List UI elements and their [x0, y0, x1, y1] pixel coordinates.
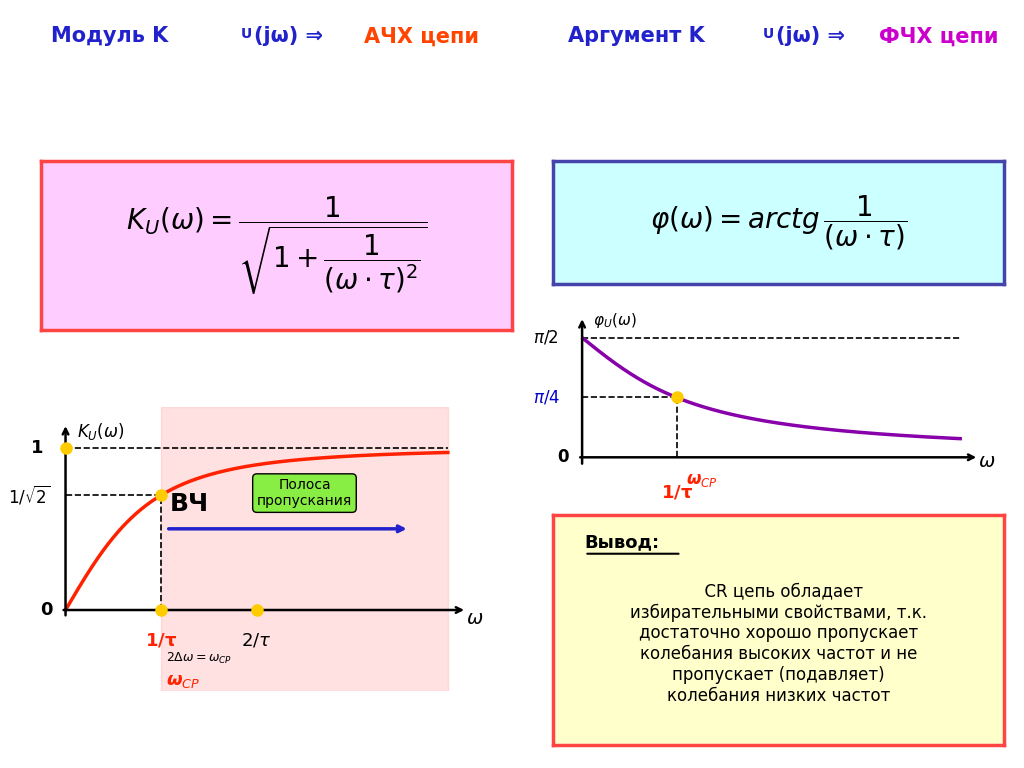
- Text: $K_U(\omega)$: $K_U(\omega)$: [77, 421, 124, 442]
- Text: (jω) ⇒: (jω) ⇒: [776, 26, 852, 46]
- Text: $\omega$: $\omega$: [466, 608, 483, 627]
- Text: Аргумент K: Аргумент K: [568, 26, 706, 46]
- Text: $\pi/4$: $\pi/4$: [532, 389, 560, 406]
- Text: (jω) ⇒: (jω) ⇒: [254, 26, 330, 46]
- Text: $\mathbf{1/\tau}$: $\mathbf{1/\tau}$: [145, 631, 177, 649]
- Text: $\mathbf{1/\tau}$: $\mathbf{1/\tau}$: [660, 484, 692, 502]
- Text: CR цепь обладает
избирательными свойствами, т.к.
достаточно хорошо пропускает
ко: CR цепь обладает избирательными свойства…: [630, 582, 927, 705]
- Text: 1: 1: [31, 439, 43, 457]
- Text: $K_U(\omega) = \dfrac{1}{\sqrt{1 + \dfrac{1}{(\omega \cdot \tau)^2}}}$: $K_U(\omega) = \dfrac{1}{\sqrt{1 + \dfra…: [126, 194, 427, 297]
- Text: 0: 0: [557, 449, 569, 466]
- Text: ФЧХ цепи: ФЧХ цепи: [879, 26, 998, 46]
- Text: $2/\tau$: $2/\tau$: [242, 631, 272, 649]
- Bar: [161, 407, 447, 691]
- Text: $\boldsymbol{\omega}_{CP}$: $\boldsymbol{\omega}_{CP}$: [686, 471, 718, 489]
- Text: Полоса
пропускания: Полоса пропускания: [257, 478, 352, 508]
- Text: U: U: [241, 28, 252, 41]
- Text: U: U: [763, 28, 774, 41]
- Text: $2\Delta\omega=\omega_{CP}$: $2\Delta\omega=\omega_{CP}$: [166, 650, 232, 666]
- Text: $\boldsymbol{\omega}_{CP}$: $\boldsymbol{\omega}_{CP}$: [166, 672, 200, 690]
- Text: $\varphi(\omega) = \mathit{arctg}\,\dfrac{1}{(\omega \cdot \tau)}$: $\varphi(\omega) = \mathit{arctg}\,\dfra…: [649, 194, 907, 252]
- Text: 1/$\sqrt{2}$: 1/$\sqrt{2}$: [8, 484, 50, 507]
- Text: ВЧ: ВЧ: [170, 492, 209, 516]
- Text: Вывод:: Вывод:: [585, 533, 659, 551]
- Text: 0: 0: [40, 601, 52, 619]
- Text: $\pi/2$: $\pi/2$: [534, 329, 559, 346]
- Text: Модуль K: Модуль K: [51, 26, 169, 46]
- Text: $\varphi_U(\omega)$: $\varphi_U(\omega)$: [594, 311, 637, 330]
- Text: $\omega$: $\omega$: [978, 452, 995, 472]
- Text: АЧХ цепи: АЧХ цепи: [364, 26, 478, 46]
